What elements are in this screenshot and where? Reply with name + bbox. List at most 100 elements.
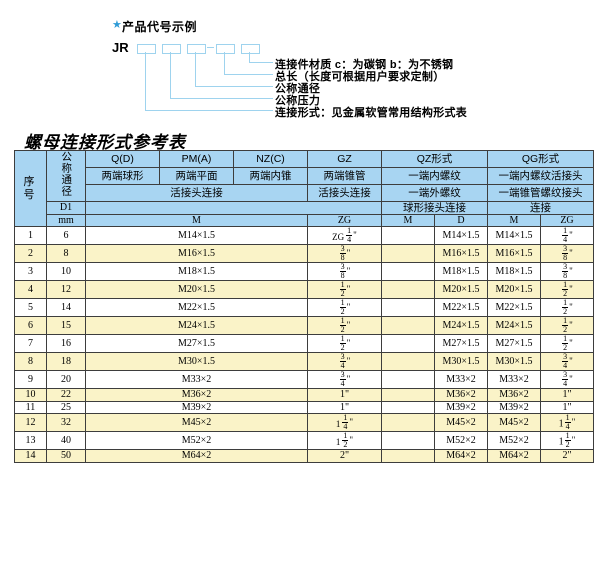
cell-thread-m: M24×1.5 bbox=[85, 316, 308, 336]
table-row: 6 15 M24×1.5 1 2 " M24×1.5 M24×1.5 1 2 " bbox=[14, 316, 594, 336]
cell-thread-m: M39×2 bbox=[85, 400, 308, 415]
seq-char-2: 号 bbox=[23, 188, 38, 201]
cell-qz-d: M30×1.5 bbox=[434, 352, 488, 372]
fraction-numerator: 1 bbox=[562, 334, 569, 345]
cell-thread-m: M36×2 bbox=[85, 388, 308, 402]
leader-line-material bbox=[249, 52, 250, 62]
cell-qz-m bbox=[381, 244, 435, 264]
leader-line-length bbox=[224, 52, 225, 74]
code-label-bore: 公称通径 bbox=[275, 83, 321, 95]
cell-gz: 2" bbox=[307, 449, 382, 463]
table-row: 9 20 M33×2 3 4 " M33×2 M33×2 3 4 " bbox=[14, 370, 594, 390]
cell-qg-zg: 3 8 " bbox=[540, 262, 594, 282]
table-row: 11 25 M39×2 1" M39×2 M39×2 1" bbox=[14, 400, 594, 415]
cell-gz: 1 2 " bbox=[307, 334, 382, 354]
cell-qg-m: M36×2 bbox=[487, 388, 541, 402]
header-connect-qg: 连接 bbox=[487, 200, 594, 215]
header-thread-m-qg: M bbox=[487, 213, 541, 228]
fraction-numerator: 1 bbox=[562, 280, 569, 291]
table-row: 3 10 M18×1.5 3 8 " M18×1.5 M18×1.5 3 8 " bbox=[14, 262, 594, 282]
table-row: 14 50 M64×2 2" M64×2 M64×2 2" bbox=[14, 449, 594, 463]
cell-thread-m: M45×2 bbox=[85, 413, 308, 433]
fraction-numerator: 1 bbox=[339, 334, 346, 345]
header-connect-gz: 活接头连接 bbox=[307, 183, 382, 202]
fraction-numerator: 3 bbox=[562, 352, 569, 363]
header-thread-m-qz: M bbox=[381, 213, 435, 228]
header-group-gz: GZ bbox=[307, 150, 382, 168]
cell-qg-m: M24×1.5 bbox=[487, 316, 541, 336]
fraction-denominator: 2 bbox=[340, 289, 345, 299]
fraction-numerator: 1 bbox=[342, 431, 349, 442]
header-group-nzc: NZ(C) bbox=[233, 150, 308, 168]
cell-bore: 50 bbox=[46, 449, 86, 463]
table-body: 序 号 公称通径 Q(D) PM(A) NZ(C) GZ QZ形式 QG形式 两… bbox=[14, 149, 594, 463]
cell-bore: 14 bbox=[46, 298, 86, 318]
inch-mark: " bbox=[569, 356, 573, 367]
header-desc-gz: 两端锥管 bbox=[307, 166, 382, 185]
fraction-numerator: 1 bbox=[564, 413, 571, 424]
header-thread-zg-gz: ZG bbox=[307, 213, 382, 228]
header-desc-qg-2: 一端锥管螺纹接头 bbox=[487, 183, 594, 202]
header-group-pma: PM(A) bbox=[159, 150, 234, 168]
fraction-numerator: 3 bbox=[339, 370, 346, 381]
cell-qg-zg: 3 4 " bbox=[540, 370, 594, 390]
product-code-title: 产品代号示例 bbox=[122, 20, 198, 34]
cell-qg-zg: 3 8 " bbox=[540, 244, 594, 264]
fraction-denominator: 8 bbox=[340, 271, 345, 281]
cell-gz: 1 2 " bbox=[307, 316, 382, 336]
value-whole: 2" bbox=[562, 450, 572, 462]
cell-qg-zg: 1" bbox=[540, 388, 594, 402]
cell-qg-m: M52×2 bbox=[487, 431, 541, 451]
header-bore-sub: D1 bbox=[46, 200, 86, 215]
cell-qz-d: M45×2 bbox=[434, 413, 488, 433]
cell-qz-d: M36×2 bbox=[434, 388, 488, 402]
inch-mark: " bbox=[346, 338, 351, 349]
fraction-numerator: 1 bbox=[339, 298, 346, 309]
header-row-d1: D1 球形接头连接 连接 bbox=[15, 200, 594, 215]
inch-mark: " bbox=[346, 374, 351, 385]
value-whole: 1" bbox=[562, 389, 572, 401]
cell-gz: 3 8 " bbox=[307, 262, 382, 282]
cell-gz: 1 2 " bbox=[307, 280, 382, 300]
table-row: 5 14 M22×1.5 1 2 " M22×1.5 M22×1.5 1 2 " bbox=[14, 298, 594, 318]
table-row: 4 12 M20×1.5 1 2 " M20×1.5 M20×1.5 1 2 " bbox=[14, 280, 594, 300]
cell-qz-m bbox=[381, 352, 435, 372]
header-bore: 公称通径 bbox=[46, 150, 86, 202]
fraction-denominator: 4 bbox=[347, 235, 352, 245]
cell-seq: 14 bbox=[14, 449, 47, 463]
cell-gz: 1 1 2 " bbox=[307, 431, 382, 451]
header-connect-left: 活接头连接 bbox=[85, 183, 308, 202]
fraction-numerator: 3 bbox=[562, 370, 569, 381]
leader-line-bore-h bbox=[195, 86, 273, 87]
cell-gz: 1 1 4 " bbox=[307, 413, 382, 433]
leader-line-material-h bbox=[249, 62, 273, 63]
fraction-denominator: 2 bbox=[340, 307, 345, 317]
fraction-numerator: 1 bbox=[564, 431, 571, 442]
cell-bore: 15 bbox=[46, 316, 86, 336]
fraction-denominator: 2 bbox=[563, 289, 568, 299]
header-desc-qz-2: 一端外螺纹 bbox=[381, 183, 488, 202]
cell-gz: 1" bbox=[307, 388, 382, 402]
code-label-form: 连接形式：见金属软管常用结构形式表 bbox=[275, 107, 468, 119]
cell-qg-zg: 1 2 " bbox=[540, 280, 594, 300]
inch-mark: " bbox=[346, 248, 351, 259]
cell-qg-zg: 1" bbox=[540, 400, 594, 415]
fraction-denominator: 8 bbox=[563, 271, 568, 281]
value-prefix: 1 bbox=[335, 436, 341, 447]
inch-mark: " bbox=[346, 356, 351, 367]
header-group-qd: Q(D) bbox=[85, 150, 160, 168]
fraction-numerator: 1 bbox=[342, 413, 349, 424]
fraction-denominator: 2 bbox=[340, 325, 345, 335]
header-thread-m-left: M bbox=[85, 213, 308, 228]
cell-thread-m: M16×1.5 bbox=[85, 244, 308, 264]
fraction-denominator: 2 bbox=[563, 343, 568, 353]
leader-line-form bbox=[145, 52, 146, 110]
inch-mark: " bbox=[349, 417, 354, 428]
cell-seq: 9 bbox=[14, 370, 47, 390]
cell-seq: 6 bbox=[14, 316, 47, 336]
code-label-length: 总长（长度可根据用户要求定制） bbox=[275, 71, 445, 83]
